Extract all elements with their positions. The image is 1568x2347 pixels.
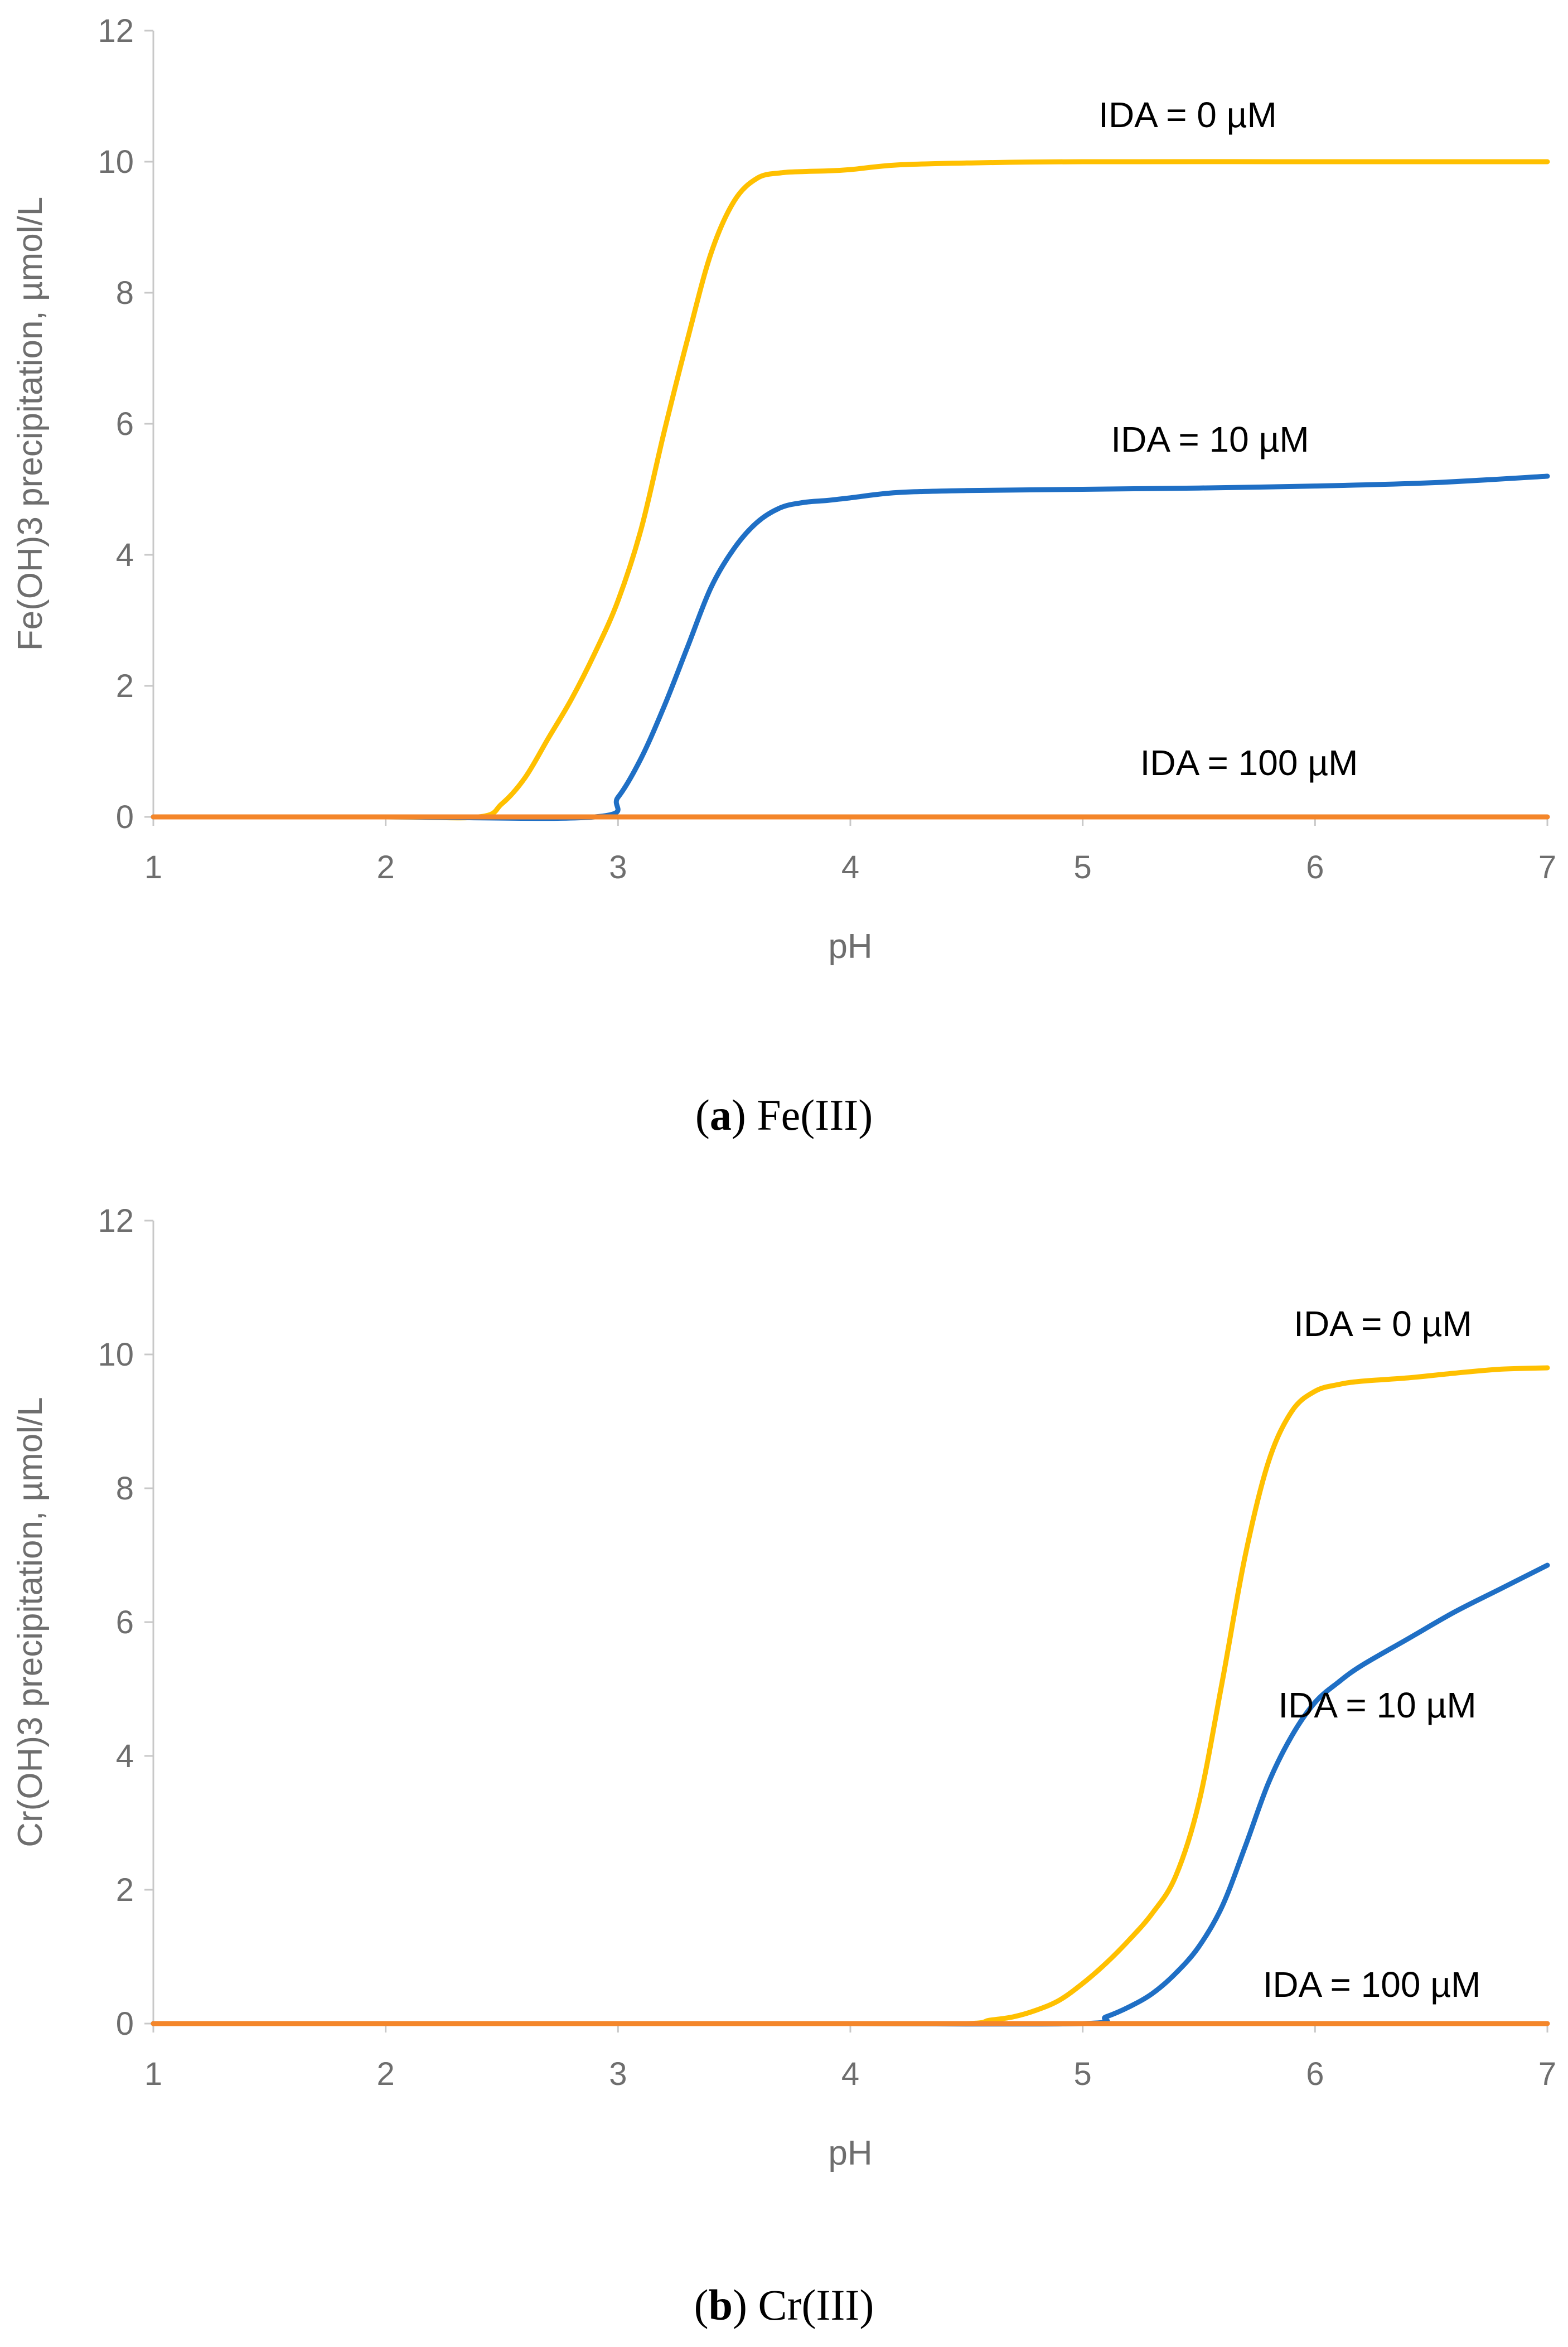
y-axis-title: Fe(OH)3 precipitation, µmol/L [11,197,50,651]
y-tick-label: 8 [116,275,134,311]
series-label-ida-100: IDA = 100 µM [1140,743,1358,783]
x-tick-label: 4 [841,849,859,885]
chart-panel-fe: Fe(OH)3 precipitation, µmol/L pH 0 2 4 6 8 10… [0,0,1568,1173]
chart-fe: Fe(OH)3 precipitation, µmol/L pH 0 2 4 6 8 10… [11,13,1556,966]
y-axis-title: Cr(OH)3 precipitation, µmol/L [11,1397,50,1847]
y-tick-label: 2 [116,668,134,704]
series-line-ida-0 [151,159,1550,821]
y-tick-label: 10 [98,144,134,180]
y-tick-label: 0 [116,2006,134,2042]
caption-letter: a [709,1091,732,1139]
chart-panel-cr: Cr(OH)3 precipitation, µmol/L pH 0 2 4 6 8 10… [0,1173,1568,2346]
y-tick-label: 4 [116,537,134,573]
series-line-ida-10 [151,1562,1550,2027]
x-tick-label: 6 [1306,849,1324,885]
x-axis-title: pH [828,927,872,966]
caption-fe: (a) Fe(III) [695,1091,873,1139]
y-tick-label: 8 [116,1470,134,1507]
x-tick-label: 5 [1074,2056,1092,2092]
chart-cr: Cr(OH)3 precipitation, µmol/L pH 0 2 4 6 8 10… [11,1203,1556,2172]
x-tick-label: 4 [841,2056,859,2092]
x-tick-label: 3 [609,849,627,885]
caption-letter: b [708,2281,733,2329]
x-tick-label: 5 [1074,849,1092,885]
series-label-ida-0: IDA = 0 µM [1098,95,1277,135]
series-label-ida-0: IDA = 0 µM [1294,1304,1472,1344]
caption-cr: (b) Cr(III) [694,2281,874,2329]
y-tick-label: 6 [116,406,134,442]
caption-text: Cr(III) [758,2281,874,2329]
x-axis-title: pH [828,2134,872,2172]
y-tick-label: 6 [116,1604,134,1641]
series-label-ida-10: IDA = 10 µM [1278,1685,1476,1725]
x-tick-label: 6 [1306,2056,1324,2092]
y-tick-label: 12 [98,1203,134,1239]
x-tick-label: 2 [377,2056,395,2092]
y-tick-label: 12 [98,13,134,49]
x-tick-label: 7 [1538,849,1556,885]
y-tick-label: 2 [116,1872,134,1908]
series-label-ida-10: IDA = 10 µM [1111,419,1309,459]
caption-text: Fe(III) [757,1091,873,1139]
y-tick-label: 0 [116,799,134,835]
x-tick-label: 2 [377,849,395,885]
y-tick-label: 10 [98,1337,134,1373]
x-tick-label: 1 [144,849,162,885]
y-tick-label: 4 [116,1738,134,1774]
x-tick-label: 1 [144,2056,162,2092]
series-label-ida-100: IDA = 100 µM [1263,1964,1481,2005]
x-tick-label: 7 [1538,2056,1556,2092]
x-tick-label: 3 [609,2056,627,2092]
